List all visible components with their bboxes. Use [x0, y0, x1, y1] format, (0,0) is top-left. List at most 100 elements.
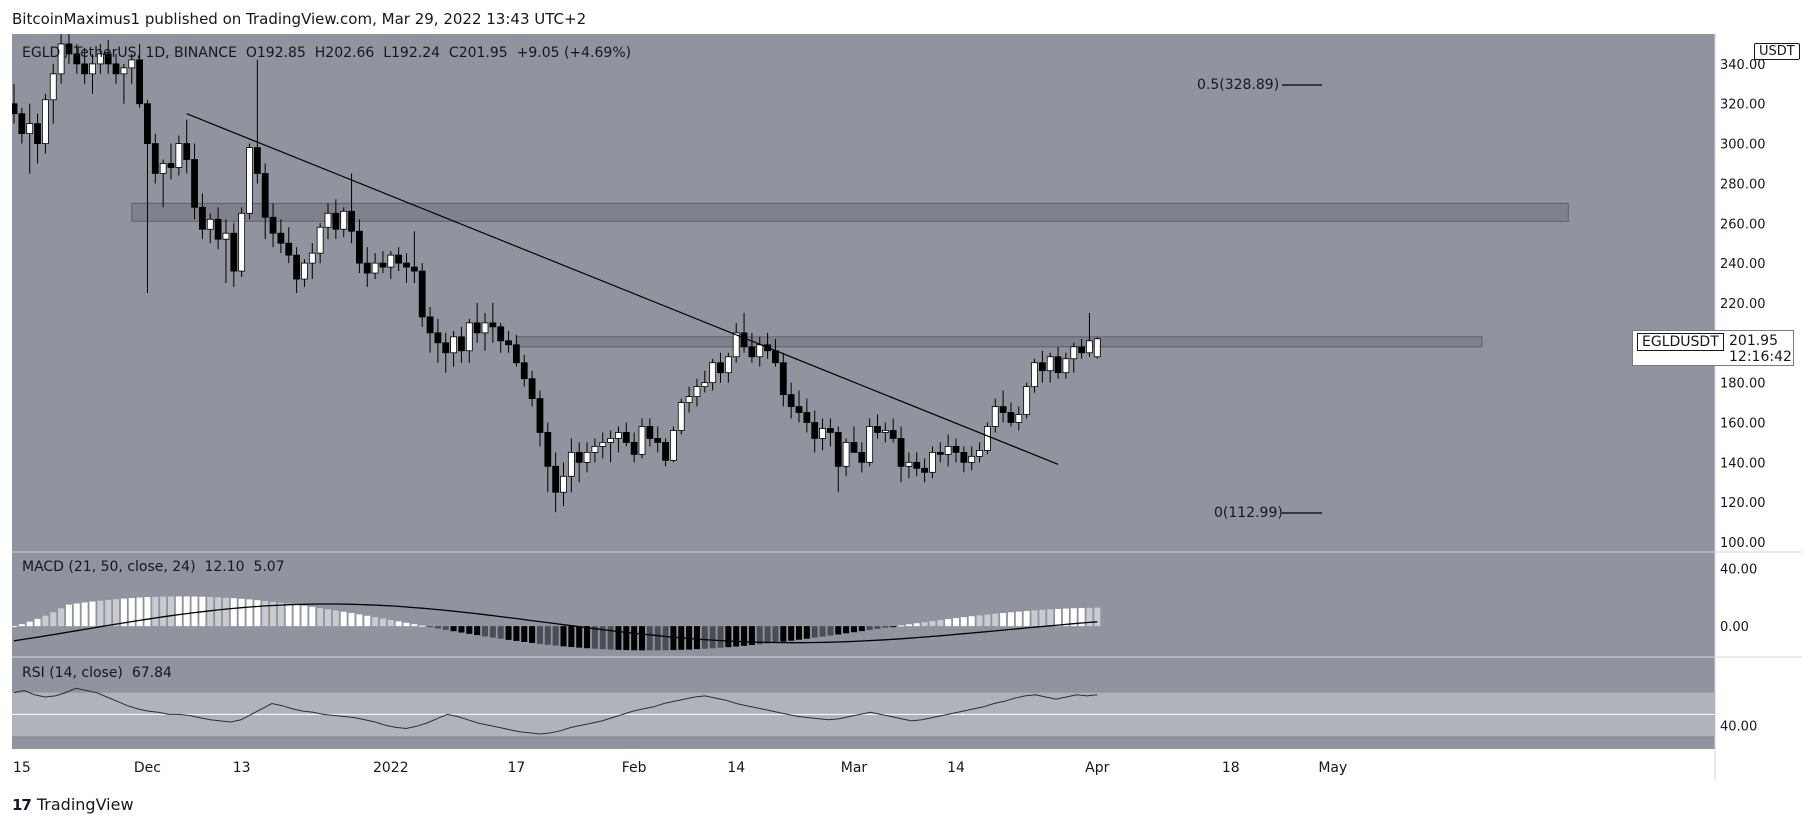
macd-histogram-bar: [497, 626, 504, 639]
candle-up: [732, 322, 740, 363]
candle-down: [622, 422, 630, 447]
macd-histogram-bar: [458, 626, 465, 633]
candle-body: [450, 336, 458, 354]
macd-histogram-bar: [788, 626, 795, 641]
macd-histogram-bar: [529, 626, 536, 643]
macd-histogram-bar: [285, 603, 292, 627]
candle-body: [528, 378, 536, 399]
candle-down: [897, 426, 905, 483]
candle-body: [811, 422, 819, 439]
candle-body: [772, 350, 779, 364]
macd-histogram-bar: [709, 626, 716, 649]
candle-body: [536, 398, 544, 433]
candle-body: [324, 212, 332, 228]
macd-histogram-bar: [584, 626, 591, 649]
macd-histogram-bar: [654, 626, 661, 651]
time-tick-label: 14: [727, 760, 745, 776]
candle-down: [348, 173, 355, 244]
candle-down: [497, 322, 505, 353]
macd-tick-label: 0.00: [1720, 620, 1749, 635]
candle-up: [599, 432, 607, 459]
candle-body: [677, 402, 685, 431]
candle-down: [81, 47, 89, 84]
candle-body: [18, 113, 26, 135]
currency-badge[interactable]: USDT: [1754, 43, 1800, 60]
price-tick-label: 240.00: [1720, 257, 1766, 272]
candle-up: [842, 438, 850, 477]
candle-up: [387, 251, 395, 280]
macd-histogram-bar: [544, 626, 551, 645]
candle-body: [591, 446, 599, 453]
candle-up: [685, 386, 693, 413]
macd-histogram-bar: [364, 615, 371, 627]
resistance-zone-mid: [515, 336, 1483, 348]
footer-brand[interactable]: TradingView: [36, 795, 134, 814]
candle-down: [811, 410, 819, 453]
symbol-title: EGLD / TetherUS, 1D, BINANCE: [22, 45, 237, 61]
macd-histogram-bar: [238, 598, 245, 627]
macd-histogram-bar: [262, 600, 269, 627]
macd-histogram-bar: [411, 624, 418, 627]
macd-histogram-bar: [58, 608, 65, 627]
candle-down: [1054, 346, 1062, 379]
macd-histogram-bar: [128, 598, 135, 627]
candle-up: [709, 358, 717, 391]
candle-body: [26, 123, 34, 135]
candle-body: [198, 206, 206, 230]
candle-body: [622, 432, 630, 443]
candle-up: [1015, 406, 1023, 431]
time-tick-label: Mar: [841, 760, 868, 776]
candle-body: [120, 67, 128, 75]
footer: 17 TradingView: [12, 795, 134, 814]
candle-down: [230, 223, 238, 288]
candle-up: [450, 330, 458, 367]
candle-down: [269, 203, 277, 248]
macd-value-1: 12.10: [204, 559, 245, 575]
candle-body: [293, 254, 301, 280]
publisher-line: BitcoinMaximus1 published on TradingView…: [12, 10, 587, 28]
macd-tick-label: 40.00: [1720, 562, 1757, 577]
candle-down: [803, 398, 811, 433]
candle-down: [253, 59, 261, 184]
macd-histogram-bar: [1086, 607, 1093, 627]
macd-histogram-bar: [317, 608, 324, 627]
candle-body: [348, 210, 355, 232]
candle-body: [89, 63, 96, 75]
candle-body: [575, 451, 583, 463]
candle-down: [936, 442, 944, 463]
macd-histogram-bar: [576, 626, 583, 648]
candle-body: [607, 438, 614, 443]
macd-histogram-bar: [686, 626, 693, 650]
candle-body: [709, 362, 717, 384]
candle-body: [104, 53, 112, 65]
macd-histogram-bar: [450, 626, 457, 632]
macd-histogram-bar: [725, 626, 732, 648]
candle-up: [96, 43, 104, 74]
macd-histogram-bar: [505, 626, 512, 640]
candle-body: [128, 59, 136, 69]
candle-up: [340, 207, 348, 238]
macd-histogram-bar: [717, 626, 724, 648]
price-pane[interactable]: [12, 34, 1715, 552]
candle-body: [670, 430, 677, 461]
candle-body: [41, 99, 49, 144]
candle-body: [246, 147, 253, 214]
candle-body: [34, 123, 41, 144]
candle-down: [426, 306, 434, 353]
macd-histogram-bar: [183, 596, 190, 627]
price-axis[interactable]: [1715, 34, 1802, 749]
tradingview-logo-icon[interactable]: 17: [12, 795, 32, 814]
candle-down: [473, 302, 481, 343]
candle-body: [1093, 338, 1101, 358]
macd-histogram-bar: [843, 626, 850, 634]
macd-histogram-bar: [536, 626, 543, 644]
candle-down: [12, 83, 18, 124]
candle-up: [1070, 342, 1078, 373]
chart-frame[interactable]: 100.00120.00140.00160.00180.00200.00220.…: [12, 34, 1802, 781]
candle-body: [159, 163, 167, 174]
macd-histogram-bar: [1094, 607, 1101, 627]
time-axis[interactable]: [12, 749, 1715, 781]
candle-up: [206, 213, 214, 244]
macd-histogram-bar: [591, 626, 598, 649]
macd-histogram-bar: [599, 626, 606, 650]
